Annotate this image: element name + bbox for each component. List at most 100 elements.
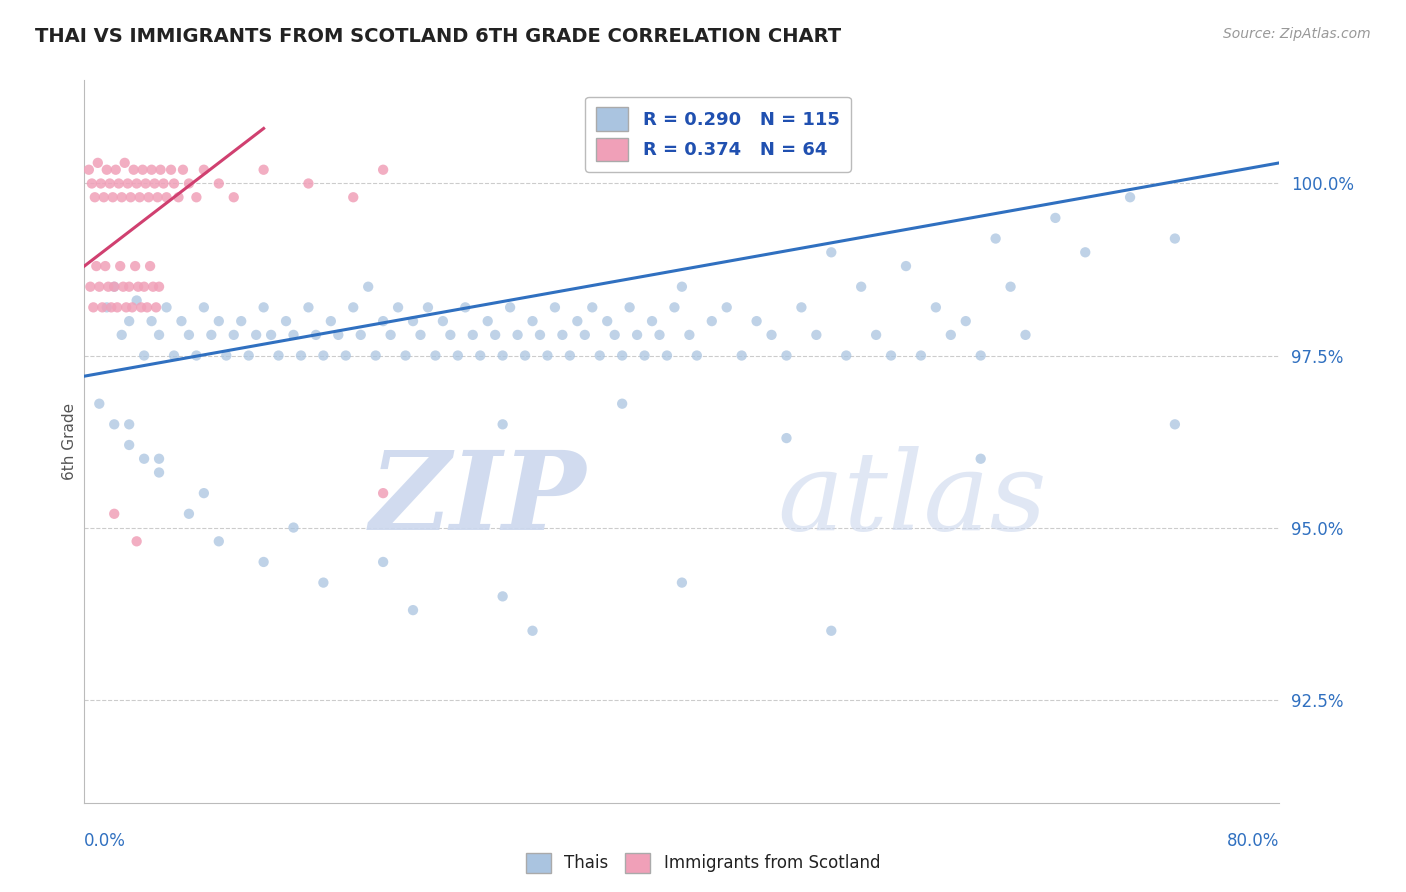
Point (297, 177, 319, 191)
Point (686, 349, 709, 363)
Point (121, 301, 143, 315)
Point (492, 349, 515, 363)
Point (319, 314, 342, 328)
Point (596, 314, 619, 328)
Point (394, 349, 416, 363)
Point (1164, 231, 1187, 245)
Point (118, 279, 141, 293)
Point (373, 162, 395, 177)
Point (193, 486, 215, 500)
Point (114, 156, 136, 170)
Point (700, 314, 723, 328)
Point (200, 327, 222, 342)
Point (253, 301, 276, 315)
Point (267, 349, 290, 363)
Point (513, 349, 536, 363)
Point (79, 279, 101, 293)
Point (115, 301, 138, 315)
Point (117, 177, 139, 191)
Point (678, 327, 700, 342)
Point (160, 162, 183, 177)
Point (143, 177, 166, 191)
Point (238, 349, 260, 363)
Point (177, 177, 200, 191)
Point (775, 431, 797, 445)
Point (90, 177, 112, 191)
Point (312, 575, 335, 590)
Point (357, 279, 380, 293)
Point (664, 301, 686, 315)
Point (470, 349, 492, 363)
Point (939, 327, 962, 342)
Point (380, 327, 402, 342)
Point (155, 190, 177, 204)
Point (731, 349, 754, 363)
Point (148, 466, 170, 480)
Point (98, 177, 121, 191)
Point (536, 349, 558, 363)
Point (103, 507, 125, 521)
Text: THAI VS IMMIGRANTS FROM SCOTLAND 6TH GRADE CORRELATION CHART: THAI VS IMMIGRANTS FROM SCOTLAND 6TH GRA… (35, 27, 841, 45)
Point (135, 177, 157, 191)
Point (148, 327, 170, 342)
Point (125, 534, 148, 549)
Point (145, 301, 167, 315)
Point (110, 259, 132, 273)
Point (439, 327, 461, 342)
Point (529, 327, 551, 342)
Point (82, 301, 104, 315)
Point (790, 301, 813, 315)
Point (96, 162, 118, 177)
Point (970, 451, 993, 466)
Point (1119, 190, 1142, 204)
Point (107, 177, 129, 191)
Point (125, 177, 148, 191)
Point (87, 156, 110, 170)
Point (148, 279, 170, 293)
Point (132, 451, 156, 466)
Point (118, 314, 141, 328)
Point (89, 279, 111, 293)
Point (104, 162, 127, 177)
Point (484, 327, 506, 342)
Point (146, 190, 169, 204)
Point (342, 301, 364, 315)
Point (231, 314, 253, 328)
Point (1000, 279, 1022, 293)
Point (208, 314, 231, 328)
Point (124, 259, 146, 273)
Text: atlas: atlas (778, 446, 1047, 553)
Point (865, 327, 887, 342)
Point (93, 190, 115, 204)
Point (193, 162, 215, 177)
Point (163, 177, 186, 191)
Point (101, 190, 124, 204)
Point (222, 190, 245, 204)
Point (138, 190, 160, 204)
Point (373, 314, 395, 328)
Point (260, 327, 283, 342)
Point (499, 301, 522, 315)
Point (274, 314, 297, 328)
Point (122, 162, 145, 177)
Point (970, 349, 993, 363)
Point (118, 438, 141, 452)
Point (984, 231, 1007, 245)
Point (432, 314, 454, 328)
Point (83, 190, 105, 204)
Point (136, 301, 159, 315)
Point (402, 603, 425, 617)
Point (461, 327, 484, 342)
Point (222, 327, 245, 342)
Point (111, 327, 134, 342)
Point (290, 349, 312, 363)
Point (925, 301, 948, 315)
Point (105, 301, 128, 315)
Point (447, 349, 470, 363)
Point (402, 314, 425, 328)
Point (612, 397, 634, 411)
Point (193, 301, 215, 315)
Point (454, 301, 477, 315)
Point (820, 245, 842, 260)
Point (492, 590, 515, 604)
